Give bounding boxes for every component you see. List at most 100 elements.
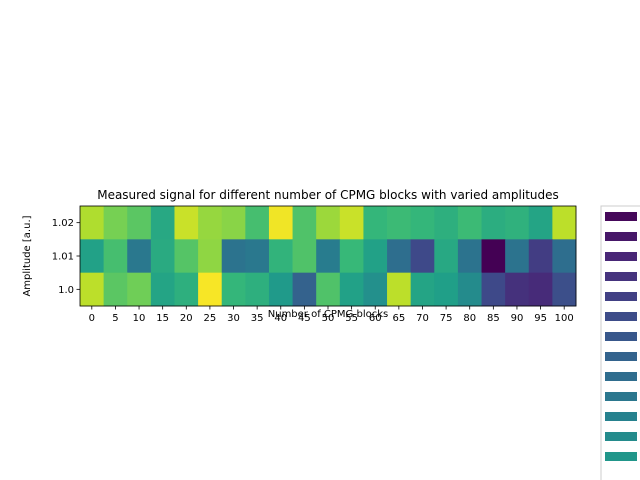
heatmap-cell [150, 206, 175, 240]
x-tick-label: 30 [227, 313, 240, 324]
heatmap-cell [150, 272, 175, 307]
colorbar-swatch [605, 352, 637, 361]
x-tick-label: 95 [534, 313, 547, 324]
heatmap-cell [245, 206, 270, 240]
x-tick-label: 45 [298, 313, 311, 324]
colorbar-swatch [605, 392, 637, 401]
x-tick-label: 20 [180, 313, 193, 324]
heatmap-cell [363, 272, 388, 307]
heatmap-cell [528, 272, 553, 307]
colorbar-swatch [605, 452, 637, 461]
colorbar-swatch [605, 432, 637, 441]
x-tick-label: 65 [392, 313, 405, 324]
heatmap-cell [457, 206, 482, 240]
colorbar-swatch [605, 232, 637, 241]
heatmap-cell [268, 272, 293, 307]
heatmap-cell [292, 206, 317, 240]
x-tick-label: 0 [89, 313, 95, 324]
heatmap-cell [198, 272, 223, 307]
heatmap-cell [292, 272, 317, 307]
x-tick-label: 70 [416, 313, 429, 324]
x-tick-label: 55 [345, 313, 358, 324]
heatmap-cell [457, 272, 482, 307]
x-tick-label: 100 [555, 313, 574, 324]
heatmap-cell [103, 272, 128, 307]
colorbar-swatch [605, 372, 637, 381]
heatmap-cell [80, 239, 105, 274]
y-axis-ticks: 1.02 1.01 1.0 [52, 218, 80, 296]
heatmap-cells [80, 206, 577, 307]
heatmap-cell [316, 272, 341, 307]
colorbar-swatch [605, 292, 637, 301]
heatmap-cell [316, 239, 341, 274]
x-axis-ticks: 0 5 10 15 20 25 30 35 40 45 50 55 60 65 70 75 80 85 90 95 10… [89, 306, 574, 324]
heatmap-cell [387, 239, 412, 274]
heatmap-cell [127, 239, 152, 274]
heatmap-cell [80, 206, 105, 240]
colorbar-swatch [605, 312, 637, 321]
heatmap-cell [552, 239, 577, 274]
heatmap-cell [268, 206, 293, 240]
x-tick-label: 75 [440, 313, 453, 324]
colorbar-swatch [605, 252, 637, 261]
heatmap-cell [221, 239, 246, 274]
y-tick-label: 1.01 [52, 252, 74, 263]
heatmap-cell [127, 272, 152, 307]
x-tick-label: 90 [511, 313, 524, 324]
heatmap-cell [103, 239, 128, 274]
heatmap-cell [245, 272, 270, 307]
heatmap-cell [528, 206, 553, 240]
colorbar-swatch [605, 412, 637, 421]
y-tick-label: 1.02 [52, 218, 74, 229]
colorbar-swatch [605, 272, 637, 281]
heatmap-cell [268, 239, 293, 274]
heatmap-cell [363, 206, 388, 240]
x-tick-label: 50 [322, 313, 335, 324]
x-tick-label: 60 [369, 313, 382, 324]
colorbar [600, 205, 640, 480]
chart-title: Measured signal for different number of … [97, 188, 559, 202]
heatmap-cell [410, 272, 435, 307]
heatmap-cell [339, 206, 364, 240]
x-tick-label: 35 [251, 313, 264, 324]
heatmap-cell [505, 272, 530, 307]
colorbar-swatch [605, 332, 637, 341]
heatmap-cell [434, 206, 459, 240]
plot-frame [79, 205, 577, 307]
colorbar-swatch [605, 212, 637, 221]
x-tick-label: 5 [112, 313, 118, 324]
y-axis-label: Amplitude [a.u.] [22, 215, 33, 296]
heatmap-cell [481, 239, 506, 274]
heatmap-cell [339, 239, 364, 274]
heatmap-cell [174, 206, 199, 240]
x-tick-label: 25 [204, 313, 217, 324]
heatmap-cell [198, 206, 223, 240]
heatmap-cell [174, 239, 199, 274]
heatmap-cell [363, 239, 388, 274]
heatmap-cell [505, 239, 530, 274]
y-tick-label: 1.0 [58, 285, 74, 296]
heatmap-cell [221, 272, 246, 307]
heatmap-cell [481, 206, 506, 240]
heatmap-cell [221, 206, 246, 240]
heatmap-cell [552, 272, 577, 307]
heatmap-cell [174, 272, 199, 307]
heatmap-cell [410, 206, 435, 240]
heatmap-cell [528, 239, 553, 274]
heatmap-cell [481, 272, 506, 307]
heatmap-cell [150, 239, 175, 274]
heatmap-cell [434, 239, 459, 274]
heatmap-cell [339, 272, 364, 307]
heatmap-cell [80, 272, 105, 307]
x-tick-label: 80 [463, 313, 476, 324]
heatmap-cell [103, 206, 128, 240]
heatmap-cell [434, 272, 459, 307]
heatmap-cell [316, 206, 341, 240]
heatmap-cell [505, 206, 530, 240]
heatmap-cell [410, 239, 435, 274]
x-tick-label: 85 [487, 313, 500, 324]
x-tick-label: 40 [274, 313, 287, 324]
heatmap-cell [387, 272, 412, 307]
x-tick-label: 15 [156, 313, 169, 324]
